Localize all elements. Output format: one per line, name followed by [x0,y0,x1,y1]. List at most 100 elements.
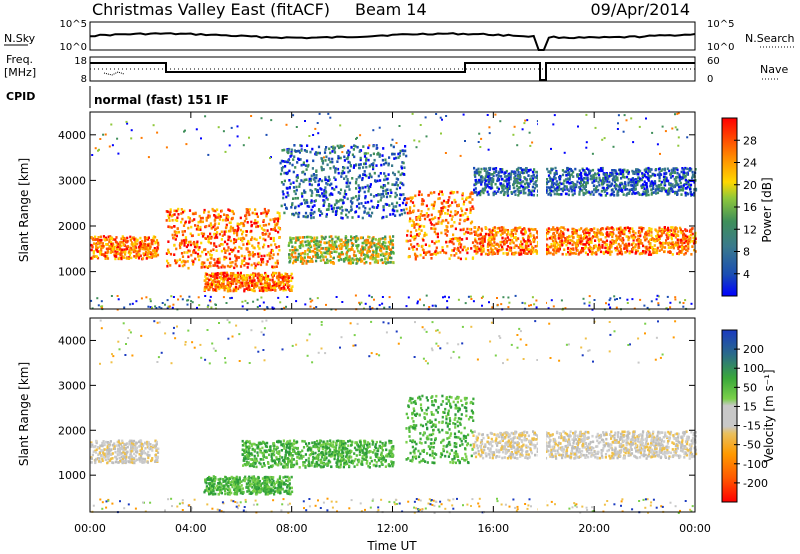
data-cell [563,228,566,231]
data-cell [574,231,577,235]
data-cell [174,261,177,265]
data-cell [262,260,265,264]
noise-cell [416,300,419,303]
noise-cell [225,302,228,304]
data-cell [671,244,674,247]
data-cell [329,151,332,155]
data-cell [550,243,553,246]
noise-cell [459,154,462,157]
data-cell [296,248,299,252]
data-cell [494,247,497,250]
data-cell [650,234,653,237]
data-cell [216,276,219,279]
data-cell [347,153,350,157]
noise-cell [198,304,201,307]
data-cell [278,272,281,276]
data-cell [300,179,303,182]
noise-cell [131,302,134,305]
data-cell [169,252,173,256]
data-cell [528,191,531,194]
data-cell [415,229,418,232]
noise-cell [669,306,672,309]
noise-cell [378,304,381,307]
noise-cell [317,132,320,135]
data-cell [280,181,284,184]
data-cell [521,248,524,252]
data-cell [493,171,496,174]
data-cell [272,236,275,240]
data-cell [283,277,286,281]
data-cell [500,178,503,181]
data-cell [361,241,364,245]
data-cell [252,274,255,277]
data-cell [618,232,621,236]
data-cell [384,237,387,241]
data-cell [427,194,430,197]
noise-cell [186,303,189,306]
data-cell [310,183,313,187]
data-cell [246,283,249,286]
data-cell [200,232,203,235]
data-cell [601,227,604,230]
data-cell [371,205,374,209]
data-cell [498,170,501,174]
data-cell [295,256,298,260]
data-cell [184,236,188,239]
data-cell [505,241,508,244]
data-cell [287,286,290,289]
data-cell [471,205,474,208]
data-cell [332,207,335,210]
data-cell [626,246,629,250]
noise-cell [512,133,515,136]
data-cell [220,283,223,287]
data-cell [662,241,665,245]
data-cell [197,228,200,231]
data-cell [358,186,361,190]
data-cell [318,178,321,181]
noise-cell [195,128,198,131]
data-cell [319,194,322,198]
noise-cell [479,146,482,148]
data-cell [389,195,392,198]
data-cell [214,261,217,265]
data-cell [143,245,146,249]
data-cell [598,183,601,187]
data-cell [358,150,361,153]
data-cell [297,252,300,256]
data-cell [107,247,110,250]
data-cell [365,241,368,245]
data-cell [280,169,284,172]
data-cell [227,215,230,219]
data-cell [102,235,105,238]
data-cell [255,238,258,241]
data-cell [558,227,561,230]
data-cell [250,288,253,291]
data-cell [205,225,208,228]
data-cell [125,245,128,249]
noise-cell [425,294,428,297]
data-cell [469,192,472,196]
data-cell [276,259,279,263]
data-cell [652,184,655,187]
data-cell [379,172,382,175]
data-cell [679,226,682,230]
data-cell [445,225,448,228]
data-cell [353,155,356,159]
data-cell [309,201,313,204]
data-cell [336,247,339,250]
data-cell [106,254,109,258]
data-cell [563,241,566,245]
data-cell [462,246,465,249]
data-cell [275,217,278,221]
noise-cell [472,300,475,303]
data-cell [685,236,688,240]
data-cell [364,248,367,251]
data-cell [228,257,232,261]
data-cell [213,258,216,261]
data-cell [327,175,330,179]
data-cell [196,243,199,247]
data-cell [584,245,587,249]
data-cell [373,250,377,253]
data-cell [91,245,94,249]
data-cell [377,151,380,155]
